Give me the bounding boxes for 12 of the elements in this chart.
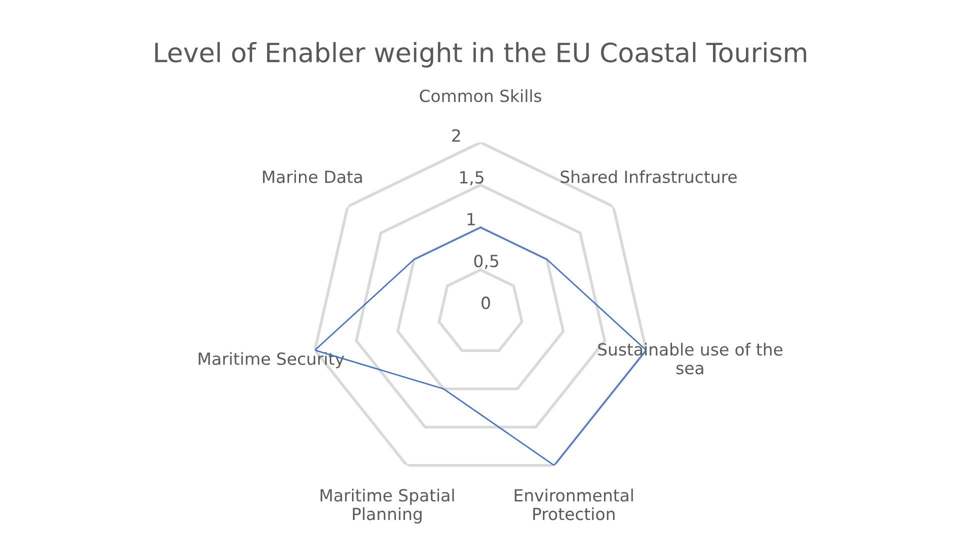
y-tick-label: 0,5 xyxy=(474,254,498,270)
y-tick-label: 1 xyxy=(468,213,475,226)
spoke-label: Environmental Protection xyxy=(514,488,633,520)
y-tick-label: 1,5 xyxy=(460,171,484,186)
y-tick-label: 0 xyxy=(482,296,490,310)
spoke-label: Marine Data xyxy=(263,170,362,184)
chart-title: Level of Enabler weight in the EU Coastal Tourism xyxy=(155,42,806,68)
spoke-label: Maritime Security xyxy=(198,352,344,368)
y-tick-label: 2 xyxy=(452,129,460,142)
spoke-label: Common Skills xyxy=(420,89,542,102)
spoke-label: Shared Infrastructure xyxy=(560,170,737,184)
spoke-label: Maritime Spatial Planning xyxy=(320,488,454,524)
